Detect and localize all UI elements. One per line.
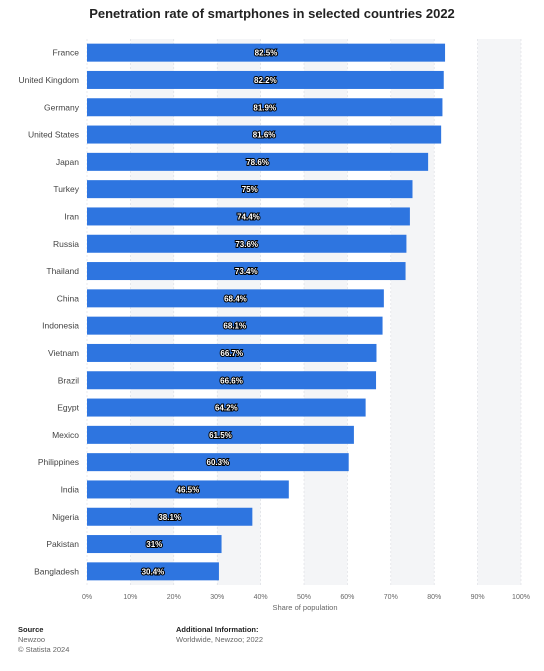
data-label: 30.4% <box>142 567 165 576</box>
category-label: Indonesia <box>42 321 79 331</box>
bar <box>87 180 413 199</box>
bar <box>87 152 429 171</box>
category-label: Nigeria <box>52 512 79 522</box>
data-label: 61.5% <box>209 431 232 440</box>
data-label: 82.2% <box>254 76 277 85</box>
grid-bands <box>130 39 521 585</box>
bar <box>87 425 354 444</box>
x-tick-label: 40% <box>254 594 268 601</box>
grid-band <box>390 39 435 585</box>
category-label: United Kingdom <box>19 75 79 85</box>
category-label: Vietnam <box>48 348 79 358</box>
category-labels: France United Kingdom Germany United States… <box>19 48 80 577</box>
data-label: 46.5% <box>177 485 200 494</box>
bar <box>87 453 349 472</box>
x-tick-label: 10% <box>123 594 137 601</box>
source-block: Source Newzoo © Statista 2024 <box>18 625 69 655</box>
x-tick-label: 50% <box>297 594 311 601</box>
x-tick-label: 90% <box>471 594 485 601</box>
x-tick-label: 0% <box>82 594 92 601</box>
grid-band <box>130 39 174 585</box>
bar <box>87 70 444 89</box>
data-label: 38.1% <box>158 513 181 522</box>
grid-band <box>304 39 348 585</box>
bars <box>87 43 446 581</box>
source-name: Newzoo <box>18 635 46 644</box>
category-label: Iran <box>64 211 79 221</box>
source-heading: Source <box>18 625 44 634</box>
x-tick-label: 80% <box>427 594 441 601</box>
data-label: 68.1% <box>223 322 246 331</box>
x-axis-label: Share of population <box>272 603 337 612</box>
bar <box>87 535 222 554</box>
category-label: Mexico <box>52 430 79 440</box>
category-label: Germany <box>44 102 80 112</box>
category-label: Pakistan <box>46 539 79 549</box>
data-label: 68.4% <box>224 294 247 303</box>
x-axis-ticks: 0% 10% 20% 30% 40% 50% 60% 70% 80% 90% 100% <box>82 594 530 601</box>
bar <box>87 562 219 581</box>
category-label: Turkey <box>53 184 79 194</box>
x-tick-label: 20% <box>167 594 181 601</box>
data-label: 74.4% <box>237 212 260 221</box>
category-label: Brazil <box>58 375 79 385</box>
bar <box>87 207 410 226</box>
bar <box>87 316 383 335</box>
bar <box>87 262 406 281</box>
bar <box>87 98 443 117</box>
data-label: 73.6% <box>235 240 258 249</box>
data-label: 64.2% <box>215 404 238 413</box>
bar <box>87 43 446 62</box>
data-label: 73.4% <box>235 267 258 276</box>
data-label: 66.7% <box>220 349 243 358</box>
category-label: Thailand <box>46 266 79 276</box>
bar <box>87 480 289 499</box>
data-label: 82.5% <box>255 49 278 58</box>
category-label: Bangladesh <box>34 566 79 576</box>
x-tick-label: 70% <box>384 594 398 601</box>
category-label: Japan <box>56 157 79 167</box>
data-label: 81.6% <box>253 131 276 140</box>
category-label: United States <box>28 130 79 140</box>
category-label: Philippines <box>38 457 79 467</box>
bar <box>87 398 366 417</box>
x-tick-label: 30% <box>210 594 224 601</box>
x-tick-label: 100% <box>512 594 530 601</box>
chart-title: Penetration rate of smartphones in selec… <box>89 6 455 21</box>
data-label: 81.9% <box>253 103 276 112</box>
additional-info-text: Worldwide, Newzoo; 2022 <box>176 635 263 644</box>
category-label: Russia <box>53 239 79 249</box>
data-label: 75% <box>242 185 258 194</box>
bar <box>87 343 377 362</box>
data-label: 60.3% <box>207 458 230 467</box>
data-label: 31% <box>146 540 162 549</box>
data-label: 78.6% <box>246 158 269 167</box>
category-label: Egypt <box>57 403 79 413</box>
additional-info-block: Additional Information: Worldwide, Newzo… <box>176 625 263 645</box>
bar <box>87 289 384 308</box>
bar <box>87 234 407 253</box>
additional-info-heading: Additional Information: <box>176 625 259 634</box>
x-tick-label: 60% <box>340 594 354 601</box>
grid-lines <box>86 39 522 585</box>
category-label: France <box>53 48 80 58</box>
bar <box>87 507 253 526</box>
data-labels: 82.5% 82.2% 81.9% 81.6% 78.6% 75% 74.4% 73.6% 73… <box>141 48 279 578</box>
bar <box>87 125 442 144</box>
bar <box>87 371 377 390</box>
grid-band <box>477 39 521 585</box>
grid-band <box>217 39 261 585</box>
category-label: China <box>57 293 79 303</box>
category-label: India <box>61 484 80 494</box>
data-label: 66.6% <box>220 376 243 385</box>
copyright-text: © Statista 2024 <box>18 645 70 654</box>
